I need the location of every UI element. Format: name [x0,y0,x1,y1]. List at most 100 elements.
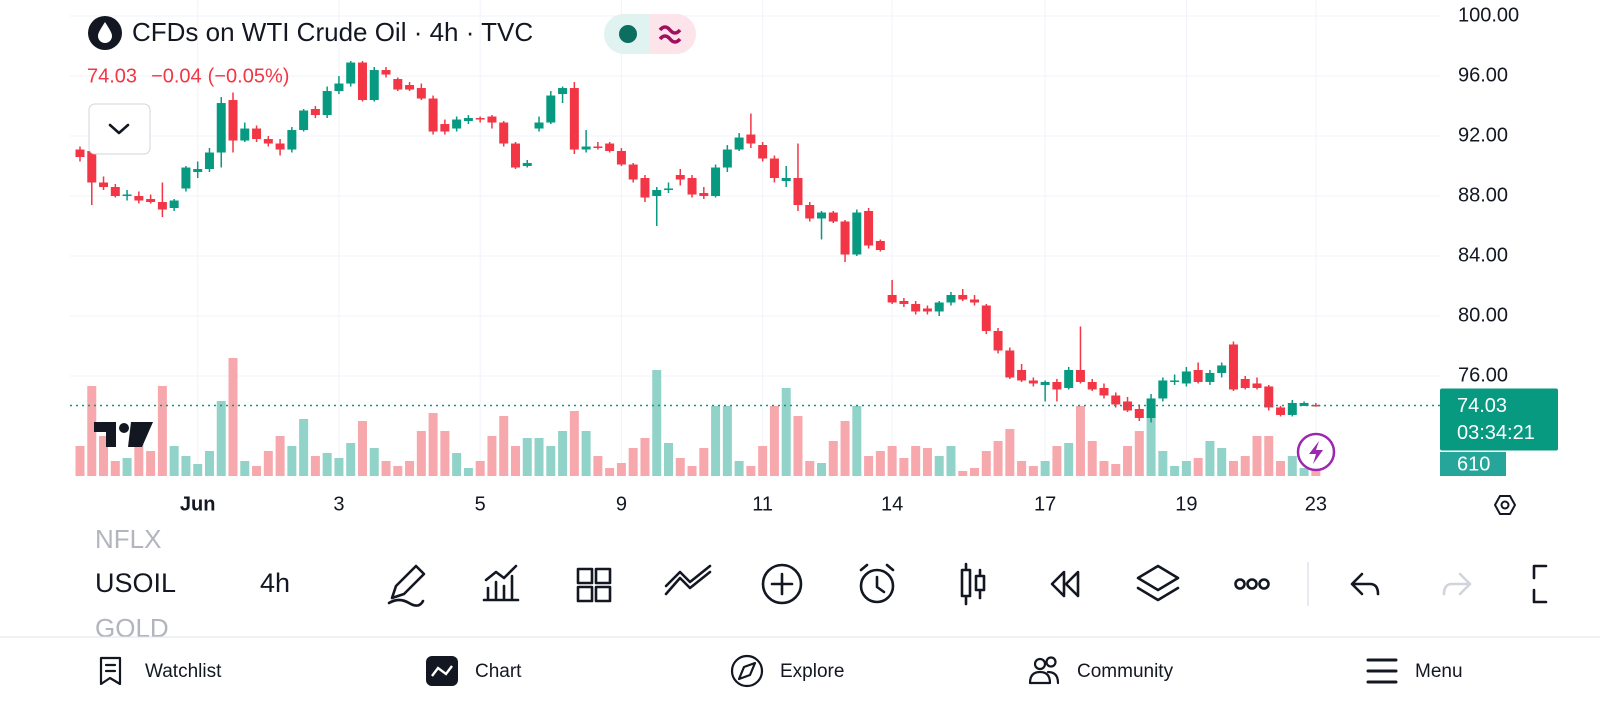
nav-community[interactable]: Community [1077,661,1174,682]
volume-bar [805,461,815,476]
volume-bar [299,419,309,476]
undo-icon[interactable] [1350,572,1380,596]
volume-bar [616,463,626,476]
candle-body [322,91,332,116]
market-open-dot [619,25,637,43]
candle-body [181,167,191,189]
candle-body [1028,380,1038,384]
candle-body [1146,398,1156,418]
explore-needle [737,661,757,681]
symbol-title[interactable]: CFDs on WTI Crude Oil · 4h · TVC [132,17,533,47]
volume-bar [252,466,262,476]
volume-bar [781,388,791,476]
candle-body [405,85,415,90]
symbol-selected[interactable]: USOIL [95,568,176,598]
volume-bar [946,446,956,476]
toolbar-icons [387,562,1548,607]
volume-bar [499,416,509,476]
layouts-icon[interactable] [576,567,612,603]
symbol-option[interactable]: NFLX [95,524,161,554]
candle-body [510,143,520,168]
candle-body [652,190,662,197]
volume-bar [240,461,250,476]
collapse-button[interactable] [88,103,151,155]
add-icon-plus [770,572,794,596]
nav-watchlist[interactable]: Watchlist [145,661,222,682]
candle-body [746,134,756,144]
candle-body [1276,407,1286,415]
volume-bar [99,436,109,476]
volume-bar [75,446,85,476]
candle-body [922,308,932,312]
candle-body [240,128,250,141]
volume-bar [510,446,520,476]
y-tick-label: 96.00 [1458,64,1508,86]
volume-bar [911,446,921,476]
alert-icon[interactable] [859,568,895,604]
candle-body [852,212,862,255]
volume-bar [970,468,980,476]
volume-bar [428,413,438,476]
candle-body [99,182,109,188]
volume-bar [1123,446,1133,476]
volume-bar [216,401,226,476]
volume-bar [1287,456,1297,476]
volume-bar [699,448,709,476]
last-price-box [1440,388,1558,451]
volume-bar [487,436,497,476]
volume-bar [1264,436,1274,476]
candle-body [534,122,544,129]
candle-body [1099,387,1109,396]
y-tick-label: 76.00 [1458,364,1508,386]
volume-bar [534,438,544,476]
draw-icon[interactable] [387,564,426,607]
indicators-icon[interactable] [482,564,520,602]
volume-bar [628,448,638,476]
volume-bar [1217,448,1227,476]
tv-logo [94,422,153,447]
settings-icon-dot [1500,500,1510,510]
candle-body [581,146,591,150]
redo-icon[interactable] [1442,572,1472,596]
candle-body [958,294,968,300]
candle-body [252,128,262,140]
candle-body [769,158,779,179]
nav-chart[interactable]: Chart [475,661,522,682]
candle-body [1252,383,1262,388]
volume-bar [393,466,403,476]
volume-bar [840,421,850,476]
volume-bar [405,461,415,476]
candle-body [934,302,944,312]
candle-body [628,164,638,180]
volume-bar [381,461,391,476]
volume-bar [852,406,862,476]
volume-bar [652,370,662,476]
compare-icon[interactable] [664,564,712,596]
volume-bar [1276,461,1286,476]
add-icon[interactable] [761,563,803,605]
fullscreen-icon[interactable] [1532,564,1548,604]
settings-icon[interactable] [1494,495,1516,515]
volume-bar [1111,464,1121,476]
volume-bar [1087,441,1097,476]
volume-bar [1146,416,1156,476]
candle-body [1264,386,1274,408]
volume-bar [263,451,273,476]
community-head [1033,657,1047,671]
layers-icon[interactable] [1136,564,1180,602]
candle-body [416,88,426,99]
candle-body [722,149,732,168]
volume-bar [875,451,885,476]
candle-body [204,152,214,170]
nav-menu[interactable]: Menu [1415,661,1463,682]
replay-icon[interactable] [1050,570,1080,598]
candle-body [993,330,1003,351]
volume-bar [769,406,779,476]
candle-body [805,205,815,219]
chart-type-icon[interactable] [960,562,986,606]
nav-explore[interactable]: Explore [780,661,844,682]
axes: 100.00 96.00 92.00 88.00 84.00 80.00 76.00 Jun 3… [70,4,1558,515]
candle-body [640,178,650,198]
interval-button[interactable]: 4h [260,568,290,598]
more-icon[interactable] [1234,578,1246,590]
